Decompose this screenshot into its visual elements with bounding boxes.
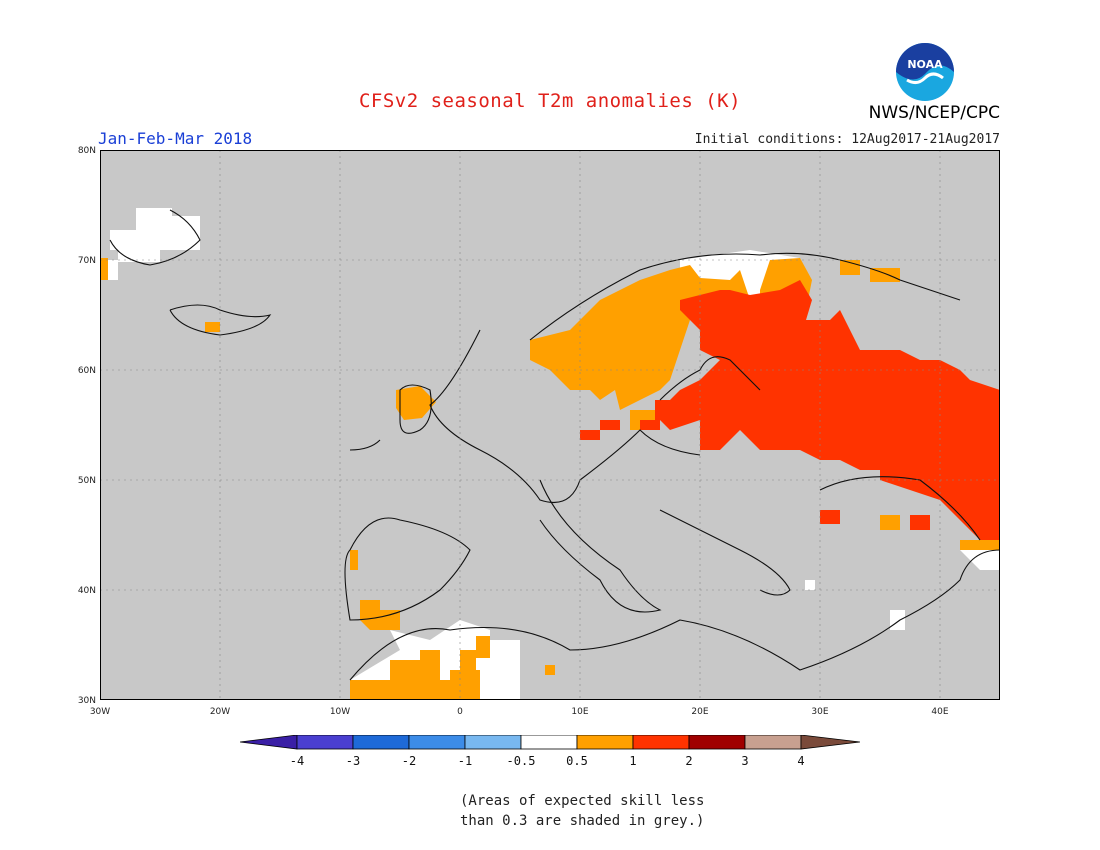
colorbar-swatch: [744, 735, 802, 750]
map-title: CFSv2 seasonal T2m anomalies (K): [358, 90, 742, 112]
colorbar-swatch: [352, 735, 410, 750]
lat-label: 50N: [78, 476, 96, 486]
colorbar-tick-label: 2: [685, 754, 692, 768]
lon-label: 10E: [571, 707, 588, 717]
footnote-line: than 0.3 are shaded in grey.): [460, 813, 705, 829]
svg-text:NOAA: NOAA: [907, 58, 943, 71]
colorbar-swatch: [800, 735, 860, 750]
lat-label: 40N: [78, 586, 96, 596]
colorbar-swatch: [240, 735, 298, 750]
colorbar-tick-label: 4: [797, 754, 804, 768]
axis-labels: 80N 70N 60N 50N 40N 30N 30W 20W 10W 0 10…: [78, 146, 949, 717]
lon-label: 10W: [330, 707, 350, 717]
colorbar-swatch: [464, 735, 522, 750]
footnote-line: (Areas of expected skill less: [460, 793, 705, 809]
lat-label: 70N: [78, 256, 96, 266]
colorbar-tick-label: -0.5: [507, 754, 536, 768]
colorbar-tick-label: -1: [458, 754, 472, 768]
colorbar-swatch: [576, 735, 634, 750]
colorbar-swatch: [408, 735, 466, 750]
colorbar-swatches: [240, 735, 860, 750]
coastlines: [109, 209, 1000, 681]
colorbar-tick-label: -3: [346, 754, 360, 768]
lon-label: 20W: [210, 707, 230, 717]
lon-label: 40E: [931, 707, 948, 717]
colorbar-tick-label: 0.5: [566, 754, 588, 768]
lon-label: 30W: [90, 707, 110, 717]
lon-label: 0: [457, 707, 463, 717]
lat-label: 30N: [78, 696, 96, 706]
forecast-period: Jan-Feb-Mar 2018: [98, 129, 253, 148]
colorbar-tick-label: 1: [629, 754, 636, 768]
colorbar-tick-label: -2: [402, 754, 416, 768]
colorbar-swatch: [296, 735, 354, 750]
graticule: [100, 150, 1000, 700]
anomaly-region-1-to-2: [580, 280, 1000, 540]
skill-footnote: (Areas of expected skill less than 0.3 a…: [460, 791, 740, 831]
colorbar-swatch: [520, 735, 578, 750]
agency-label: NWS/NCEP/CPC: [868, 103, 1000, 123]
longitude-labels: 30W 20W 10W 0 10E 20E 30E 40E: [90, 707, 949, 717]
lon-label: 20E: [691, 707, 708, 717]
lon-label: 30E: [811, 707, 828, 717]
lat-label: 60N: [78, 366, 96, 376]
colorbar-tick-label: 3: [741, 754, 748, 768]
initial-conditions: Initial conditions: 12Aug2017-21Aug2017: [694, 132, 1000, 147]
latitude-labels: 80N 70N 60N 50N 40N 30N: [78, 146, 96, 706]
colorbar: -4 -3 -2 -1 -0.5 0.5 1 2 3 4: [240, 735, 860, 768]
colorbar-tick-label: -4: [290, 754, 304, 768]
anomaly-map: [100, 150, 1000, 700]
colorbar-swatch: [688, 735, 746, 750]
colorbar-swatch: [632, 735, 690, 750]
noaa-logo-icon: NOAA: [894, 41, 956, 103]
lat-label: 80N: [78, 146, 96, 156]
